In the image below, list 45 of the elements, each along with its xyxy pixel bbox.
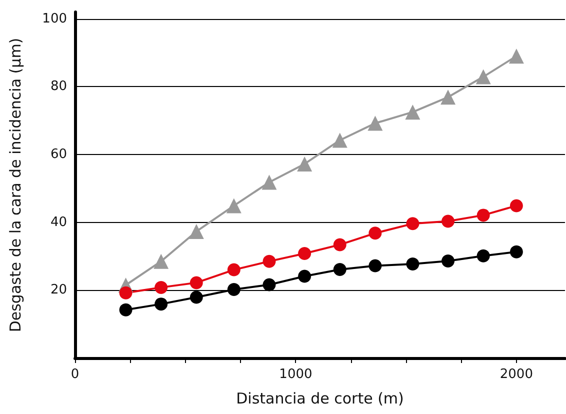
x-tick-label: 2000: [500, 367, 533, 382]
point: [298, 270, 312, 283]
point: [262, 254, 276, 268]
y-tick-label: 100: [42, 11, 67, 26]
point: [476, 249, 490, 262]
point: [510, 199, 523, 212]
point: [508, 48, 524, 64]
point: [188, 224, 204, 239]
y-tick-label: 80: [50, 79, 67, 94]
point: [442, 254, 455, 268]
point: [227, 263, 240, 276]
y-axis-title: Desgaste de la cara de incidencia (µm): [6, 38, 24, 332]
point: [227, 282, 240, 296]
point: [405, 104, 420, 120]
point: [154, 254, 169, 269]
point: [368, 116, 383, 131]
point: [119, 286, 132, 300]
x-tick-label: 1000: [279, 367, 312, 382]
x-axis-title: Distancia de corte (m): [236, 390, 404, 408]
point: [298, 247, 312, 260]
point: [476, 208, 490, 222]
point: [333, 238, 346, 252]
y-tick-label: 60: [50, 146, 67, 162]
point: [368, 259, 382, 272]
point: [332, 132, 348, 148]
point: [297, 156, 312, 172]
point: [154, 280, 168, 294]
point: [476, 69, 491, 84]
point: [154, 298, 168, 311]
point: [440, 90, 456, 105]
point: [442, 214, 455, 228]
point: [262, 278, 276, 292]
point: [368, 226, 382, 240]
x-tick-label: 0: [70, 367, 80, 382]
point: [406, 258, 420, 271]
point: [190, 276, 203, 290]
point: [190, 290, 203, 304]
point: [406, 217, 420, 230]
y-tick-label: 40: [50, 214, 67, 230]
point: [262, 174, 277, 190]
point: [119, 303, 132, 316]
point: [333, 262, 346, 276]
point: [226, 198, 242, 214]
point: [510, 245, 523, 258]
y-tick-label: 20: [50, 282, 67, 298]
